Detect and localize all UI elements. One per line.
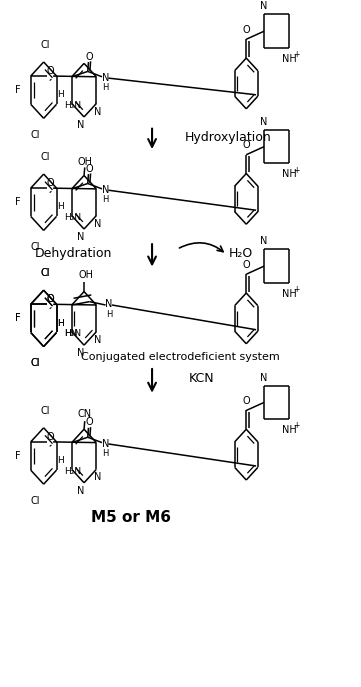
Text: Cl: Cl xyxy=(41,269,50,278)
Text: N: N xyxy=(77,486,84,496)
Text: Hydroxylation: Hydroxylation xyxy=(185,131,272,144)
Text: NH: NH xyxy=(282,169,297,179)
Text: N: N xyxy=(95,218,102,229)
Text: +: + xyxy=(293,50,299,59)
Text: O: O xyxy=(86,418,93,427)
Text: N: N xyxy=(95,473,102,482)
Text: +: + xyxy=(293,421,299,431)
Text: F: F xyxy=(15,197,21,207)
Text: HN: HN xyxy=(65,329,78,338)
Text: H: H xyxy=(106,310,112,319)
Text: Cl: Cl xyxy=(41,40,50,50)
Text: H: H xyxy=(57,319,64,328)
Text: Cl: Cl xyxy=(30,359,39,368)
Text: F: F xyxy=(15,85,21,95)
Text: Cl: Cl xyxy=(41,153,50,162)
Text: H: H xyxy=(102,195,109,204)
Text: H₂N: H₂N xyxy=(65,101,82,110)
Text: N: N xyxy=(102,185,109,195)
Text: O: O xyxy=(86,52,93,62)
Text: N: N xyxy=(260,1,268,12)
Text: N: N xyxy=(77,120,84,130)
Text: N: N xyxy=(260,117,268,127)
Text: H: H xyxy=(57,203,64,212)
Text: M5 or M6: M5 or M6 xyxy=(91,510,171,526)
Text: N: N xyxy=(260,372,268,383)
Text: N: N xyxy=(102,439,109,449)
Text: O: O xyxy=(86,164,93,174)
Text: O: O xyxy=(47,431,54,442)
Text: Dehydration: Dehydration xyxy=(35,247,113,260)
Text: NH: NH xyxy=(282,425,297,435)
Text: H: H xyxy=(57,91,64,100)
Text: N: N xyxy=(77,348,84,358)
Text: N: N xyxy=(105,299,113,308)
Text: H₂O: H₂O xyxy=(229,247,253,260)
Text: +: + xyxy=(293,166,299,174)
Text: F: F xyxy=(15,313,21,324)
Text: O: O xyxy=(243,25,251,35)
Text: N: N xyxy=(95,335,102,345)
Text: Cl: Cl xyxy=(30,130,39,140)
Text: N: N xyxy=(95,106,102,117)
Text: F: F xyxy=(15,451,21,461)
Text: H: H xyxy=(57,319,64,328)
Text: Cl: Cl xyxy=(30,496,39,506)
Text: O: O xyxy=(47,178,54,188)
Text: Cl: Cl xyxy=(41,406,50,416)
Text: Cl: Cl xyxy=(30,359,39,368)
Text: H: H xyxy=(102,449,109,458)
Text: H₂N: H₂N xyxy=(65,329,82,338)
Text: NH: NH xyxy=(282,54,297,64)
Text: O: O xyxy=(243,260,251,270)
Text: OH: OH xyxy=(78,270,93,280)
Text: KCN: KCN xyxy=(189,372,215,385)
Text: +: + xyxy=(293,285,299,294)
Text: H₂N: H₂N xyxy=(65,213,82,222)
Text: H: H xyxy=(102,83,109,92)
Text: OH: OH xyxy=(77,157,92,167)
Text: O: O xyxy=(47,66,54,76)
Text: O: O xyxy=(47,294,54,304)
Text: N: N xyxy=(102,73,109,83)
Text: NH: NH xyxy=(282,289,297,299)
Text: O: O xyxy=(243,140,251,150)
Text: O: O xyxy=(47,294,54,304)
Text: O: O xyxy=(243,396,251,406)
Text: Cl: Cl xyxy=(41,269,50,278)
Text: N: N xyxy=(77,232,84,242)
Text: CN: CN xyxy=(78,409,92,420)
Text: F: F xyxy=(15,313,21,324)
Text: N: N xyxy=(260,236,268,247)
Text: H: H xyxy=(57,456,64,465)
Text: H₂N: H₂N xyxy=(65,467,82,476)
Text: Conjugated electrodeficient system: Conjugated electrodeficient system xyxy=(81,352,280,362)
Text: Cl: Cl xyxy=(30,243,39,252)
